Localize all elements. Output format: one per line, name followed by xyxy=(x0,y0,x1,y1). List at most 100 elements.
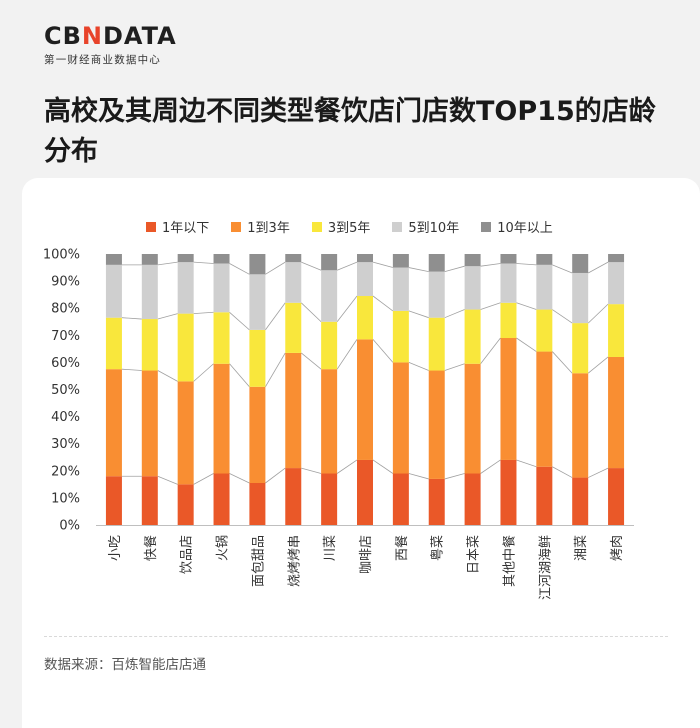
bar-segment xyxy=(105,369,122,477)
connector-line xyxy=(552,466,573,478)
connector-line xyxy=(372,339,394,363)
connector-line xyxy=(229,473,250,484)
bar-segment xyxy=(536,351,553,467)
connector-line xyxy=(587,356,609,374)
connector-line xyxy=(480,302,501,310)
bar-segment xyxy=(285,254,302,263)
connector-line xyxy=(552,309,573,324)
bar-segment xyxy=(464,266,481,310)
bar-segment xyxy=(285,262,302,303)
bar-segment xyxy=(177,484,194,525)
connector-line xyxy=(408,473,429,480)
connector-line xyxy=(587,303,609,324)
legend-swatch xyxy=(481,221,492,232)
x-tick-label: 湘菜 xyxy=(574,535,589,561)
bar-segment xyxy=(357,459,373,525)
connector-line xyxy=(372,295,394,312)
connector-line xyxy=(408,267,429,273)
y-tick-label: 20% xyxy=(51,464,80,479)
legend-label: 1年以下 xyxy=(162,221,210,236)
connector-line xyxy=(516,459,537,468)
x-tick-label: 粤菜 xyxy=(430,535,446,561)
y-tick-label: 40% xyxy=(51,410,80,425)
legend-label: 10年以上 xyxy=(497,221,553,236)
bar-segment xyxy=(536,309,553,352)
bar-segment xyxy=(392,310,409,363)
bar-segment xyxy=(249,386,266,483)
legend-item: 1年以下 xyxy=(146,217,209,236)
connector-line xyxy=(301,352,322,370)
bar-segment xyxy=(428,317,445,371)
x-tick-label: 面包甜品 xyxy=(250,535,266,587)
x-tick-label: 饮品店 xyxy=(180,535,195,574)
connector-line xyxy=(372,261,393,268)
bar-segment xyxy=(357,262,373,297)
bar-segment xyxy=(141,476,158,525)
connector-line xyxy=(480,263,501,267)
connector-line xyxy=(301,467,322,474)
connector-line xyxy=(300,302,322,323)
bar-segment xyxy=(321,369,338,474)
connector-line xyxy=(336,261,358,271)
logo: CBNDATA 第一财经商业数据中心 xyxy=(44,22,177,67)
connector-line xyxy=(444,309,465,319)
bar-segment xyxy=(428,271,445,318)
bar-segment xyxy=(249,274,266,330)
legend-swatch xyxy=(392,221,403,232)
x-tick-label: 日本菜 xyxy=(467,535,482,574)
bar-segment xyxy=(536,466,553,525)
bar-segment xyxy=(608,304,625,357)
connector-line xyxy=(157,261,178,266)
connector-line xyxy=(408,362,429,371)
connector-line xyxy=(157,475,178,485)
connector-line xyxy=(193,311,214,315)
bar-segment xyxy=(464,309,481,364)
bar-segment xyxy=(285,302,302,353)
data-source: 数据来源：百炼智能店店通 xyxy=(44,657,206,673)
connector-line xyxy=(372,459,394,474)
connector-line xyxy=(516,263,537,266)
bar-segment xyxy=(608,254,625,263)
x-tick-label: 西餐 xyxy=(394,535,410,561)
bar-segment xyxy=(608,468,625,525)
legend-label: 3到5年 xyxy=(327,221,371,236)
y-tick-label: 100% xyxy=(43,248,80,263)
connector-line xyxy=(336,459,358,474)
connector-line xyxy=(229,263,250,275)
connector-line xyxy=(157,370,178,382)
bar-segment xyxy=(428,478,445,525)
bar-segment xyxy=(321,270,338,322)
bar-segment xyxy=(321,473,338,525)
bar-segment xyxy=(608,262,625,305)
series-connectors xyxy=(121,261,609,485)
connector-line xyxy=(444,363,465,371)
bar-segment xyxy=(464,473,481,525)
bar-segment xyxy=(249,482,266,525)
bar-segment xyxy=(464,254,481,267)
x-tick-label: 川菜 xyxy=(323,535,338,561)
legend-swatch xyxy=(146,221,156,232)
bar-segment xyxy=(177,381,194,485)
connector-line xyxy=(229,363,250,388)
connector-line xyxy=(516,337,537,352)
connector-line xyxy=(552,264,573,274)
legend-label: 5到10年 xyxy=(408,221,460,236)
legend-item: 1到3年 xyxy=(231,217,290,236)
bar-segment xyxy=(357,254,373,263)
connector-line xyxy=(193,473,214,485)
bar-segment xyxy=(608,356,625,469)
bar-segment xyxy=(500,254,517,264)
bar-segment xyxy=(105,264,122,318)
bar-segment xyxy=(141,319,158,371)
bar-segment xyxy=(392,473,409,525)
bar-segment xyxy=(213,263,230,313)
source-divider xyxy=(44,636,668,637)
y-tick-label: 70% xyxy=(51,329,80,344)
y-tick-label: 80% xyxy=(51,302,80,317)
bar-segment xyxy=(357,296,373,340)
legend-item: 3到5年 xyxy=(311,217,371,236)
bar-segment xyxy=(392,267,409,311)
connector-line xyxy=(552,351,573,374)
y-tick-label: 0% xyxy=(59,519,80,534)
x-tick-label: 快餐 xyxy=(143,535,159,561)
